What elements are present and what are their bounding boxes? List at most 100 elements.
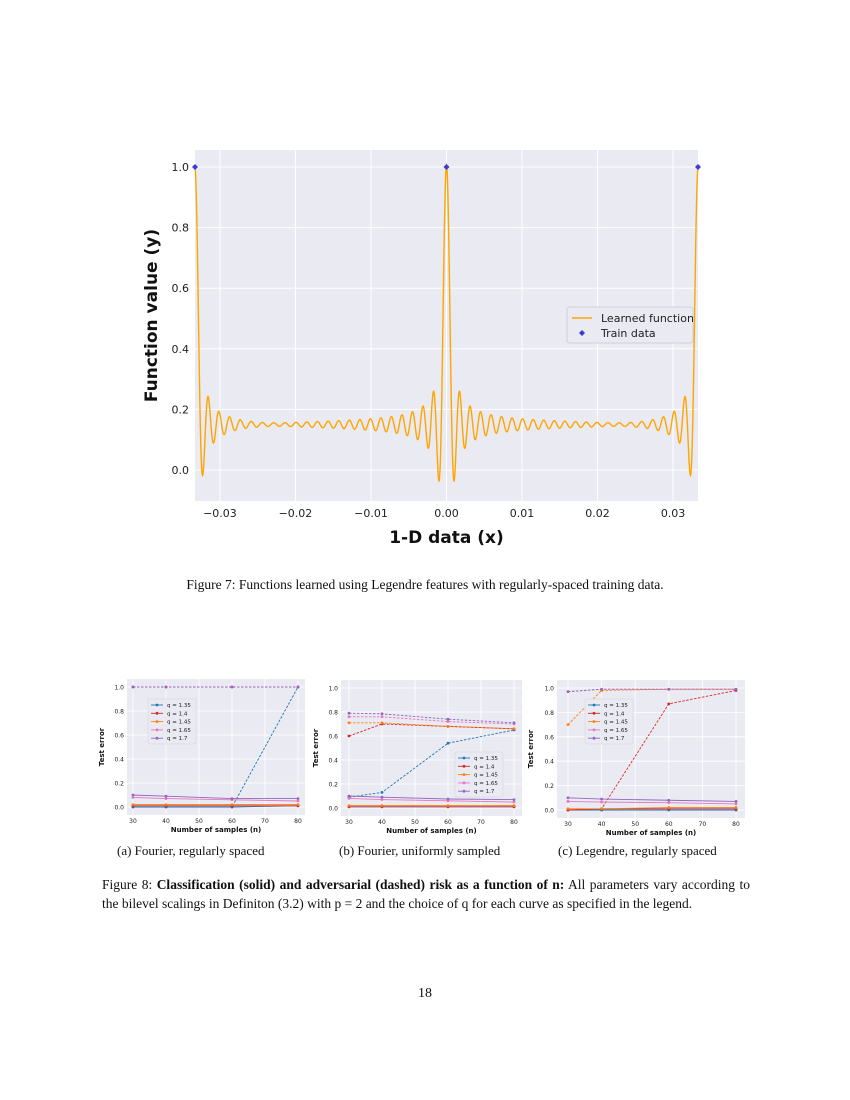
solid-point: [347, 794, 351, 798]
solid-line-165: [348, 797, 515, 803]
dashed-point: [380, 791, 384, 794]
legend-label: q = 1.35: [474, 756, 498, 762]
legend-train-swatch: [579, 330, 585, 336]
legend-marker: [462, 773, 466, 776]
dashed-point: [566, 690, 570, 694]
solid-point: [296, 803, 300, 806]
y-tick-label: 0.6: [328, 734, 338, 741]
solid-point: [230, 803, 234, 806]
legend-marker: [155, 711, 159, 715]
legend-marker: [155, 703, 159, 707]
y-tick-label: 0.0: [114, 805, 124, 812]
dashed-point: [734, 687, 738, 691]
x-tick-label: 80: [294, 818, 302, 825]
legend-marker: [462, 781, 466, 785]
solid-point: [131, 793, 135, 797]
dashed-point: [230, 685, 234, 689]
figure-8-caption-bold: Classification (solid) and adversarial (…: [156, 877, 565, 892]
legend-box: [584, 698, 634, 745]
y-tick-label: 0.2: [544, 783, 554, 790]
solid-point: [734, 802, 738, 806]
dashed-point: [380, 712, 384, 716]
legend-marker: [462, 756, 466, 760]
x-tick-label: 30: [564, 821, 572, 828]
solid-point: [131, 803, 135, 806]
figure-8-caption-rest: All parameters vary according to the bil…: [102, 877, 751, 911]
y-tick-label: 0.4: [172, 343, 190, 356]
legend-marker: [155, 728, 159, 732]
legend-marker: [155, 736, 159, 740]
y-axis-label: Test error: [527, 729, 535, 768]
solid-point: [164, 797, 168, 800]
x-tick-label: 0.00: [434, 507, 459, 520]
y-axis-label: Test error: [312, 728, 320, 767]
solid-point: [600, 797, 603, 801]
solid-line-14: [567, 808, 736, 811]
legend-box: [566, 306, 694, 344]
legend-marker: [592, 711, 596, 715]
figure-8c-chart: 0.0 0.2 0.4 0.6 0.8 1.0 30 40 50 60 70 80 Number of …: [527, 680, 745, 837]
dashed-line-17: [348, 712, 515, 724]
figure-8-label: Figure 8:: [102, 877, 153, 892]
figure-8-caption: Figure 8: Classification (solid) and adv…: [102, 875, 750, 913]
dashed-point: [347, 721, 351, 725]
dashed-point: [296, 685, 300, 689]
x-tick-label: 70: [477, 819, 485, 826]
legend-label: q = 1.45: [604, 720, 628, 726]
x-tick-label: 50: [195, 818, 203, 825]
legend-marker: [462, 764, 466, 768]
x-tick-label: 70: [261, 818, 269, 825]
legend-label: q = 1.4: [604, 711, 625, 717]
x-axis-label: Number of samples (n): [606, 829, 696, 837]
subcaption-c: (c) Legendre, regularly spaced: [558, 843, 717, 858]
legend-marker: [592, 736, 596, 740]
solid-point: [600, 807, 603, 811]
solid-line-165: [567, 801, 737, 805]
solid-point: [512, 798, 516, 801]
train-data-point: [695, 164, 701, 170]
dashed-point: [164, 685, 168, 689]
solid-point: [347, 804, 351, 807]
solid-point: [512, 800, 516, 804]
y-tick-label: 0.0: [328, 806, 338, 813]
dashed-line-135: [348, 729, 515, 798]
solid-point: [734, 800, 738, 803]
legend-marker: [462, 789, 466, 793]
solid-point: [296, 797, 300, 800]
solid-point: [446, 797, 450, 801]
solid-point: [667, 806, 671, 809]
solid-point: [380, 795, 384, 799]
dashed-point: [380, 721, 384, 725]
y-tick-label: 0.8: [114, 709, 124, 716]
dashed-point: [446, 725, 450, 728]
solid-line-17: [132, 794, 298, 800]
solid-point: [347, 797, 351, 800]
x-axis-label: Number of samples (n): [171, 826, 261, 834]
dashed-line-165: [349, 716, 515, 725]
x-tick-label: 30: [345, 819, 353, 826]
solid-point: [446, 804, 450, 807]
x-tick-label: 0.03: [661, 507, 686, 520]
y-tick-label: 0.8: [328, 710, 338, 717]
x-tick-label: 60: [665, 821, 673, 828]
dashed-point: [347, 734, 351, 738]
x-tick-label: 40: [378, 819, 386, 826]
dashed-point: [347, 711, 351, 715]
legend-label: q = 1.4: [167, 711, 188, 717]
legend-label: q = 1.7: [167, 736, 188, 742]
legend-label: q = 1.45: [167, 720, 191, 726]
dashed-line-17: [567, 688, 736, 693]
y-axis-label: Test error: [98, 727, 106, 766]
dashed-point: [667, 702, 671, 706]
x-tick-label: 60: [228, 818, 236, 825]
solid-line-145: [568, 807, 736, 810]
y-tick-label: 0.0: [172, 464, 190, 477]
legend-box: [454, 751, 504, 798]
legend-label: q = 1.7: [604, 736, 625, 742]
y-tick-label: 0.8: [172, 222, 190, 235]
y-tick-label: 1.0: [114, 685, 124, 692]
legend-label: q = 1.65: [604, 728, 628, 734]
x-tick-label: 60: [444, 819, 452, 826]
solid-point: [667, 801, 671, 805]
